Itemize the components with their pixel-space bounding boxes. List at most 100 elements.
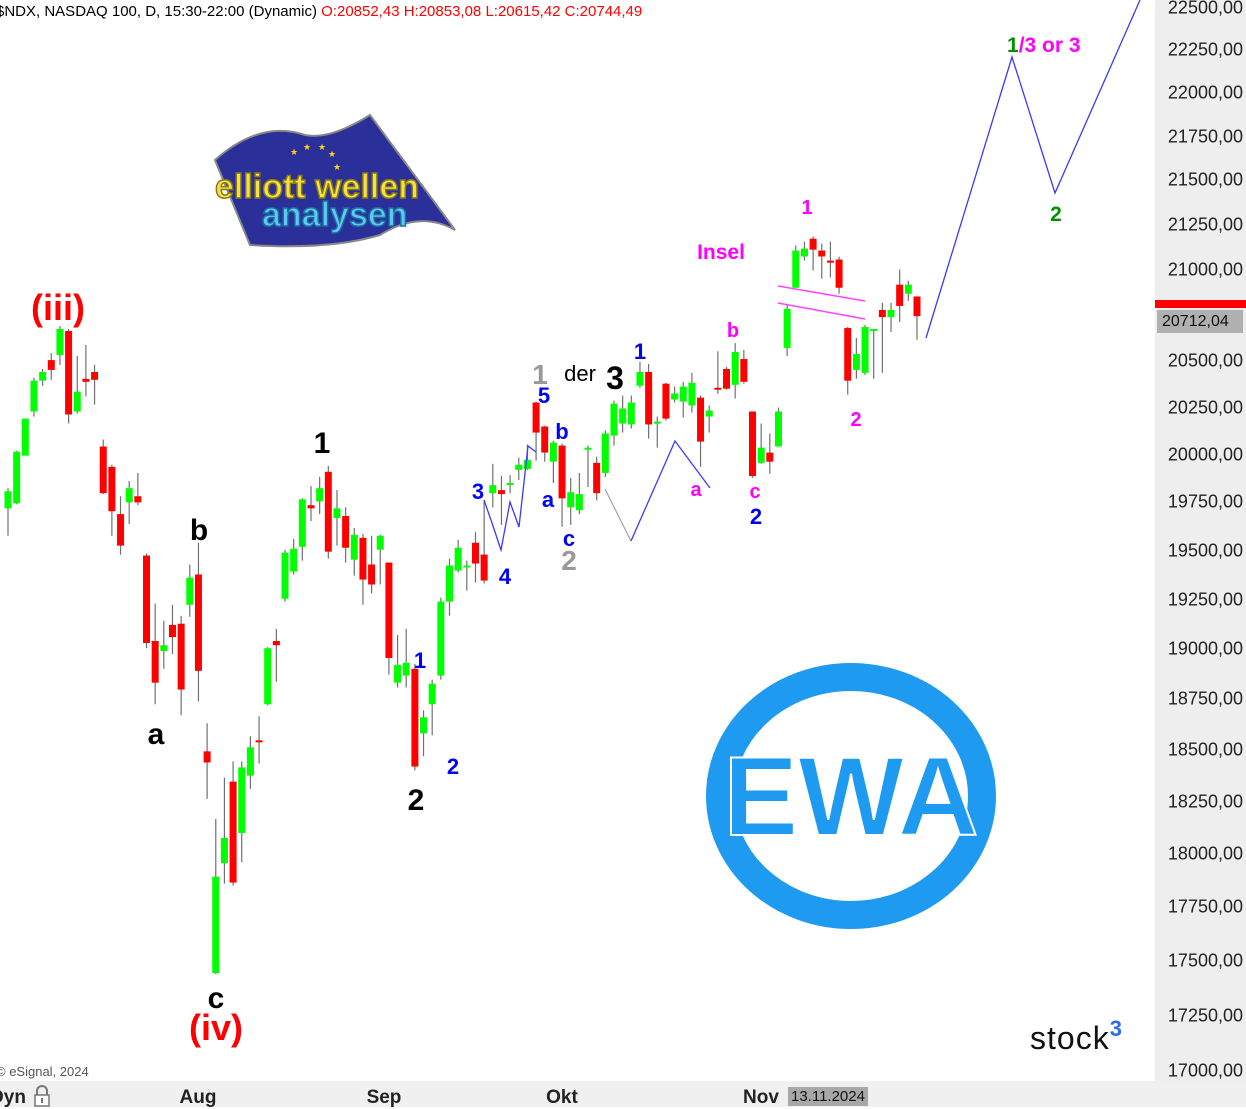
candle-body-down	[134, 496, 142, 503]
time-axis[interactable]	[0, 1081, 1246, 1107]
candle-body-down	[835, 259, 843, 288]
price-tick-label: 18000,00	[1167, 843, 1243, 864]
price-tick-label: 20250,00	[1167, 397, 1243, 418]
candle-body-down	[203, 751, 211, 763]
candle-body-up	[298, 499, 306, 547]
candle	[255, 716, 263, 764]
ewa-logo: EWA	[706, 663, 996, 929]
candle-body-down	[896, 284, 904, 306]
candle	[800, 241, 808, 261]
candle-body-up	[56, 328, 64, 355]
label-blue-2b: 2	[750, 504, 762, 529]
candle-body-up	[523, 459, 531, 469]
candle	[749, 411, 757, 478]
candle	[290, 538, 298, 575]
stock3-logo: stock3	[1030, 1016, 1123, 1057]
wave-lines	[483, 0, 1141, 553]
candle-body-up	[636, 371, 644, 386]
abc-line	[630, 439, 711, 542]
candle	[705, 405, 713, 433]
candle-body-up	[39, 371, 47, 381]
candle-body-down	[359, 537, 367, 580]
price-tick-label: 22500,00	[1167, 0, 1243, 18]
label-blue-b: b	[555, 419, 568, 444]
projection-line	[925, 0, 1141, 339]
price-axis[interactable]: 22500,00 22250,00 22000,00 21750,00 21500,00…	[1155, 0, 1246, 1081]
candle-body-down	[471, 542, 479, 564]
candle	[541, 425, 549, 462]
candle-body-down	[740, 358, 748, 382]
candle	[740, 349, 748, 384]
candle	[411, 663, 419, 771]
candle-body-up	[870, 328, 878, 331]
candle	[4, 488, 12, 536]
candle-body-up	[688, 382, 696, 406]
candle	[887, 302, 895, 332]
candle	[454, 539, 462, 573]
candle	[160, 620, 168, 669]
candle-body-up	[627, 402, 635, 425]
candle-body-down	[662, 383, 670, 419]
candle-body-down	[480, 554, 488, 581]
label-blue-5: 5	[538, 383, 550, 408]
candle	[645, 363, 653, 439]
candle-body-up	[705, 410, 713, 417]
candle-body-down	[497, 490, 505, 495]
label-magenta-c: c	[749, 481, 760, 503]
label-target: 1/3 or 3	[1007, 34, 1081, 57]
candle	[506, 475, 514, 494]
stock3-sup: 3	[1109, 1016, 1123, 1041]
copyright: © eSignal, 2024	[0, 1064, 89, 1079]
candle	[818, 243, 826, 279]
candle	[125, 480, 133, 524]
month-okt: Okt	[546, 1087, 578, 1108]
label-2: 2	[408, 784, 425, 817]
candle	[601, 430, 609, 477]
label-gray-2: 2	[561, 545, 577, 576]
candle-body-up	[489, 485, 497, 494]
label-gray-1: 1	[532, 359, 548, 390]
candle	[246, 736, 254, 789]
candle-body-up	[671, 393, 679, 400]
candle	[368, 535, 376, 594]
candle-body-up	[653, 421, 661, 424]
candle-body-up	[679, 386, 687, 402]
price-tick-label: 17000,00	[1167, 1060, 1243, 1081]
candle-body-up	[610, 403, 618, 436]
price-tick-label: 19000,00	[1167, 638, 1243, 659]
candle-body-down	[177, 623, 185, 690]
candle	[835, 256, 843, 294]
candle	[324, 465, 332, 559]
candle-body-up	[264, 648, 272, 705]
candle	[220, 777, 228, 884]
svg-text:★: ★	[328, 149, 336, 159]
candle-body-up	[446, 565, 454, 602]
price-tick-label: 21500,00	[1167, 169, 1243, 190]
candle	[619, 395, 627, 433]
candle-body-down	[108, 466, 116, 512]
candle-body-up	[30, 380, 38, 412]
candle	[186, 564, 194, 617]
candle-body-down	[255, 740, 263, 743]
elliott-wellen-analysen-logo: ★ ★ ★★★ elliott wellen analysen	[213, 113, 456, 248]
candle	[47, 353, 55, 380]
svg-text:analysen: analysen	[262, 196, 408, 234]
month-sep: Sep	[366, 1087, 402, 1108]
lock-icon[interactable]	[33, 1085, 51, 1107]
dyn-mode-label[interactable]: Dyn	[0, 1087, 26, 1108]
candle-body-up	[584, 447, 592, 450]
gray-line	[604, 488, 632, 542]
price-tick-label: 17500,00	[1167, 950, 1243, 971]
price-tick-label: 20000,00	[1167, 444, 1243, 465]
candle	[913, 296, 921, 340]
candle	[272, 628, 280, 682]
island-line-lower	[777, 302, 866, 320]
label-green-2: 2	[1050, 203, 1062, 226]
candle-body-up	[506, 483, 514, 486]
label-magenta-1: 1	[801, 197, 812, 219]
candle-body-up	[246, 747, 254, 776]
label-blue-1: 1	[414, 648, 426, 673]
price-tick-label: 21250,00	[1167, 214, 1243, 235]
candle-body-up	[454, 547, 462, 571]
